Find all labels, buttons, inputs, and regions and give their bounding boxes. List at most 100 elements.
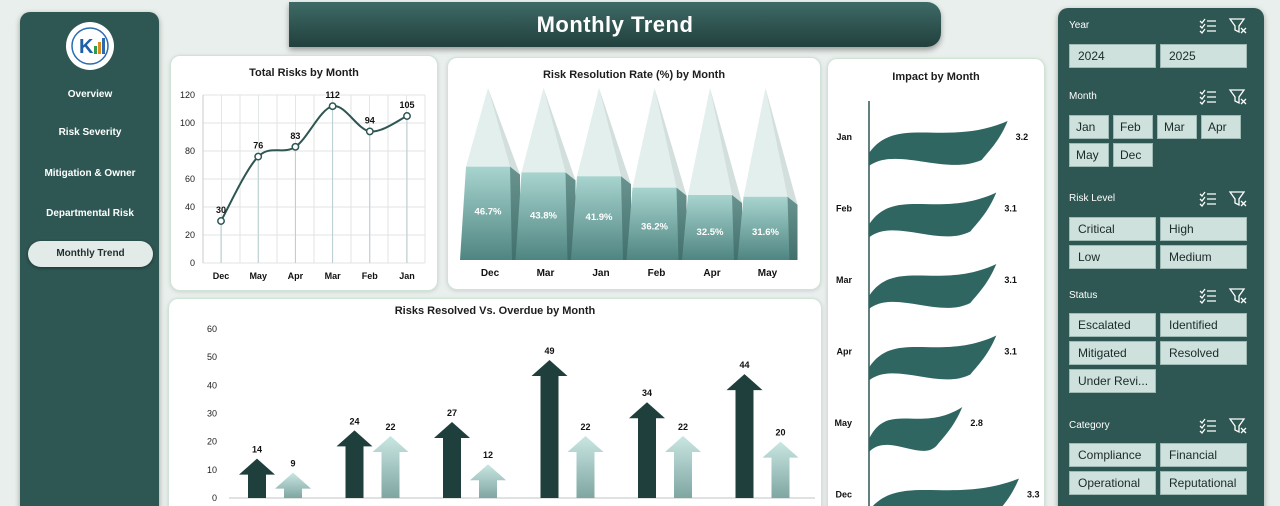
clear-filter-icon[interactable] (1228, 417, 1248, 435)
slicer-title-status: Status (1069, 290, 1098, 301)
nav-monthly-trend[interactable]: Monthly Trend (28, 241, 153, 267)
rate-bar (737, 196, 798, 260)
multi-select-icon[interactable] (1198, 190, 1218, 208)
data-label: 2.8 (970, 418, 983, 428)
y-tick-label: 0 (190, 258, 195, 268)
slicer-option-month[interactable]: Mar (1157, 115, 1197, 139)
impact-chart: Jan 3.2 Feb 3.1 Mar 3.1 Apr 3.1 May 2.8 Dec 3.3 (834, 101, 1040, 506)
nav-mitigation-owner[interactable]: Mitigation & Owner (44, 168, 136, 179)
overdue-arrow (275, 472, 311, 498)
pyramid-ghost (632, 88, 677, 188)
resolved-arrow (726, 374, 763, 498)
resolved-arrow (434, 421, 470, 498)
nav-departmental-risk[interactable]: Departmental Risk (46, 208, 134, 219)
slicer-option-risk-level[interactable]: Critical (1069, 217, 1156, 241)
x-tick-label: May (249, 271, 267, 281)
resolved-arrow (629, 402, 665, 498)
total-risks-title: Total Risks by Month (249, 67, 359, 79)
nav-overview[interactable]: Overview (67, 89, 113, 100)
x-tick-label: May (758, 268, 778, 279)
multi-select-icon[interactable] (1198, 88, 1218, 106)
slicer-option-category[interactable]: Financial (1160, 443, 1247, 467)
data-label: 46.7% (475, 207, 502, 218)
data-label: 31.6% (752, 227, 779, 238)
multi-select-icon[interactable] (1198, 287, 1218, 305)
pyramid-ghost-side (654, 88, 687, 196)
slicer-option-risk-level[interactable]: Medium (1160, 245, 1247, 269)
data-label: 20 (775, 428, 785, 438)
y-tick-label: 10 (207, 465, 217, 475)
rate-bar (571, 176, 631, 260)
filter-panel: Year 2024 2025 Month Jan Feb Mar Apr May Dec Risk … (1058, 8, 1264, 506)
slicer-option-risk-level[interactable]: High (1160, 217, 1247, 241)
data-label: 14 (252, 445, 262, 455)
data-label: 41.9% (586, 212, 613, 223)
x-tick-label: Apr (288, 271, 304, 281)
clear-filter-icon[interactable] (1228, 190, 1248, 208)
slicer-option-status[interactable]: Resolved (1160, 341, 1247, 365)
x-tick-label: Mar (325, 271, 342, 281)
impact-flag (869, 407, 963, 452)
slicer-option-category[interactable]: Compliance (1069, 443, 1156, 467)
y-tick-label: Jan (836, 132, 852, 142)
slicer-title-year: Year (1069, 20, 1090, 31)
data-label: 22 (385, 422, 395, 432)
data-label: 44 (739, 360, 749, 370)
slicer-option-month[interactable]: Feb (1113, 115, 1153, 139)
y-tick-label: 40 (207, 380, 217, 390)
data-label: 76 (253, 141, 263, 151)
rate-bar (460, 166, 520, 260)
slicer-option-month[interactable]: Jan (1069, 115, 1109, 139)
multi-select-icon[interactable] (1198, 17, 1218, 35)
data-label: 105 (399, 100, 414, 110)
slicer-option-risk-level[interactable]: Low (1069, 245, 1156, 269)
overdue-arrow (470, 464, 506, 498)
data-label: 3.3 (1027, 490, 1040, 500)
total-risks-card: Total Risks by Month 0 20 40 60 80 100 120 30 De… (170, 55, 438, 291)
data-label: 22 (580, 422, 590, 432)
slicer-option-year[interactable]: 2024 (1069, 44, 1156, 68)
slicer-option-month[interactable]: Dec (1113, 143, 1153, 167)
data-label: 3.1 (1004, 204, 1017, 214)
data-label: 3.2 (1016, 132, 1029, 142)
y-tick-label: 60 (207, 324, 217, 334)
resolved-arrow (531, 359, 568, 498)
y-tick-label: 50 (207, 352, 217, 362)
slicer-option-status[interactable]: Under Revi... (1069, 369, 1156, 393)
slicer-option-month[interactable]: May (1069, 143, 1109, 167)
impact-flag (869, 335, 997, 381)
data-label: 3.1 (1004, 347, 1017, 357)
data-label: 112 (325, 90, 340, 100)
slicer-option-year[interactable]: 2025 (1160, 44, 1247, 68)
data-label: 32.5% (697, 227, 724, 238)
pyramid-ghost (521, 88, 566, 173)
slicer-option-status[interactable]: Identified (1160, 313, 1247, 337)
y-tick-label: 120 (180, 90, 195, 100)
multi-select-icon[interactable] (1198, 417, 1218, 435)
data-label: 12 (483, 450, 493, 460)
slicer-option-month[interactable]: Apr (1201, 115, 1241, 139)
slicer-option-status[interactable]: Escalated (1069, 313, 1156, 337)
clear-filter-icon[interactable] (1228, 17, 1248, 35)
resolved-arrow (336, 430, 373, 498)
slicer-option-category[interactable]: Operational (1069, 471, 1156, 495)
clear-filter-icon[interactable] (1228, 287, 1248, 305)
slicer-option-status[interactable]: Mitigated (1069, 341, 1156, 365)
x-tick-label: Apr (703, 268, 720, 279)
impact-title: Impact by Month (892, 71, 980, 83)
nav-risk-severity[interactable]: Risk Severity (58, 127, 122, 138)
data-label: 9 (290, 459, 295, 469)
resolution-rate-card: Risk Resolution Rate (%) by Month 46.7% D… (447, 57, 821, 290)
data-point (403, 112, 411, 120)
x-tick-label: Feb (362, 271, 379, 281)
slicer-option-category[interactable]: Reputational (1160, 471, 1247, 495)
slicer-title-category: Category (1069, 420, 1110, 431)
page-title-banner: Monthly Trend (289, 2, 941, 47)
slicer-title-risk-level: Risk Level (1069, 193, 1116, 204)
rate-bar-side (787, 196, 798, 260)
clear-filter-icon[interactable] (1228, 88, 1248, 106)
svg-text:K: K (79, 36, 94, 58)
pyramid-ghost (577, 88, 621, 177)
total-risks-chart: 0 20 40 60 80 100 120 30 Dec 76 May 83 Apr 112 Mar 94 Fe… (180, 90, 426, 281)
overdue-arrow (762, 441, 799, 498)
